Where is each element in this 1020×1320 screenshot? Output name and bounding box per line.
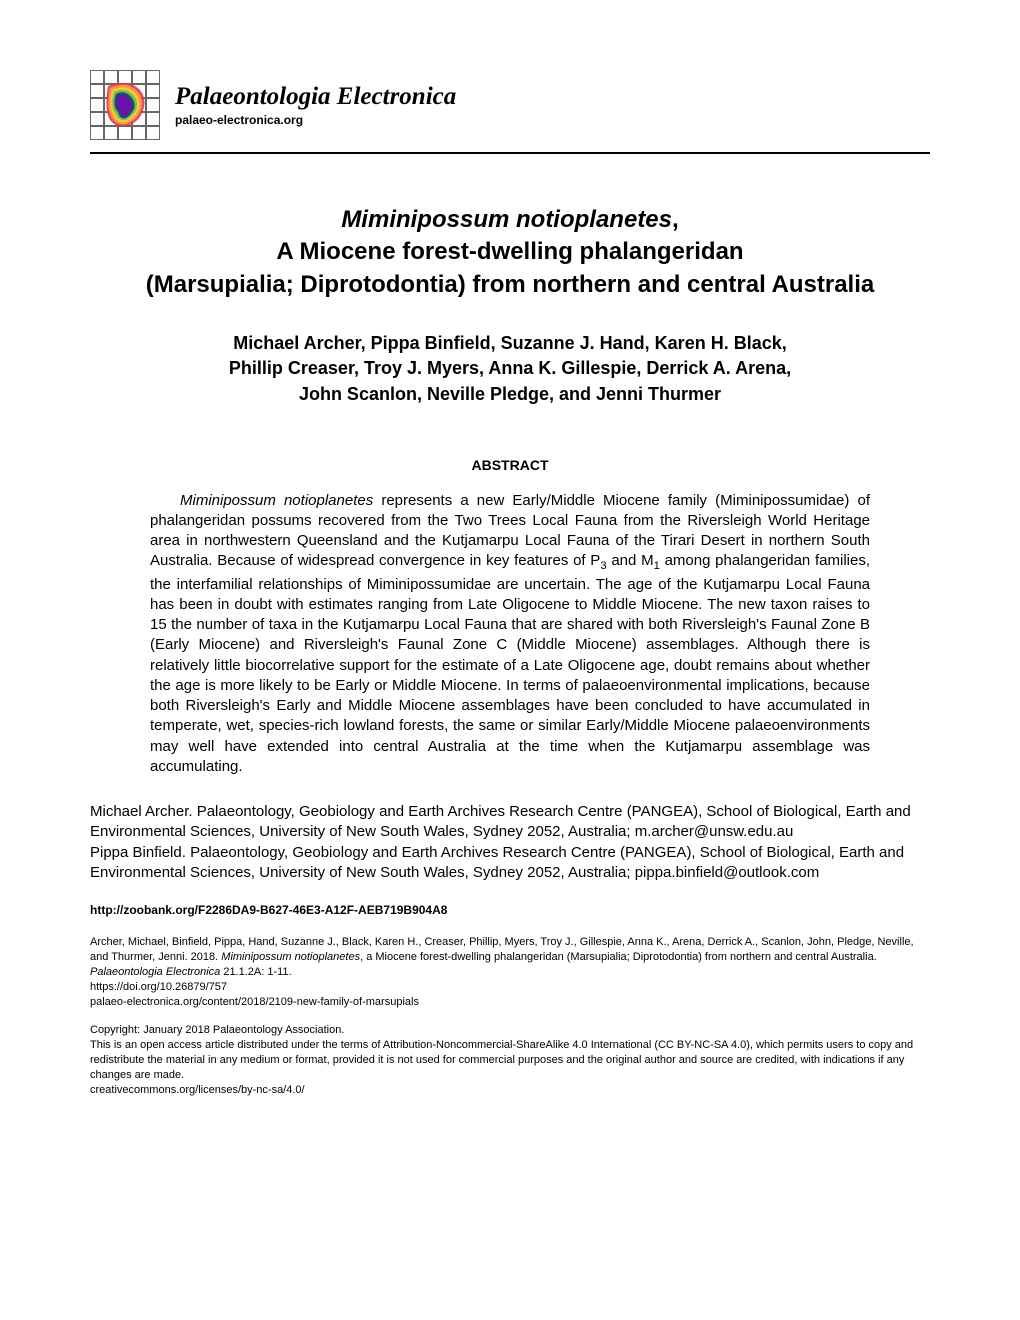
- copyright-line1: Copyright: January 2018 Palaeontology As…: [90, 1024, 344, 1036]
- citation-doi: https://doi.org/10.26879/757: [90, 981, 227, 993]
- citation-title-italic: Miminipossum notioplanetes: [221, 951, 360, 963]
- affiliation-1: Michael Archer. Palaeontology, Geobiolog…: [90, 802, 930, 843]
- title-species: Miminipossum notioplanetes: [341, 206, 672, 233]
- journal-info: Palaeontologia Electronica palaeo-electr…: [175, 83, 456, 127]
- copyright-line3: creativecommons.org/licenses/by-nc-sa/4.…: [90, 1084, 305, 1096]
- journal-title: Palaeontologia Electronica: [175, 83, 456, 111]
- citation-journal-rest: 21.1.2A: 1-11.: [220, 966, 291, 978]
- abstract-text-3: among phalangeridan families, the interf…: [150, 552, 870, 774]
- header: Palaeontologia Electronica palaeo-electr…: [90, 70, 930, 140]
- citation: Archer, Michael, Binfield, Pippa, Hand, …: [90, 935, 930, 1009]
- citation-url: palaeo-electronica.org/content/2018/2109…: [90, 996, 419, 1008]
- affiliation-2: Pippa Binfield. Palaeontology, Geobiolog…: [90, 843, 930, 884]
- copyright: Copyright: January 2018 Palaeontology As…: [90, 1023, 930, 1097]
- abstract-species: Miminipossum notioplanetes: [180, 492, 373, 509]
- header-divider: [90, 152, 930, 154]
- copyright-line2: This is an open access article distribut…: [90, 1039, 913, 1081]
- zoobank-url: http://zoobank.org/F2286DA9-B627-46E3-A1…: [90, 903, 930, 917]
- article-title: Miminipossum notioplanetes, A Miocene fo…: [90, 204, 930, 301]
- logo-profile-icon: [98, 78, 152, 132]
- journal-logo: [90, 70, 160, 140]
- abstract-text-2: and M: [607, 552, 654, 569]
- abstract-heading: ABSTRACT: [90, 457, 930, 473]
- affiliations: Michael Archer. Palaeontology, Geobiolog…: [90, 802, 930, 883]
- citation-journal-italic: Palaeontologia Electronica: [90, 966, 220, 978]
- abstract-body: Miminipossum notioplanetes represents a …: [150, 491, 870, 777]
- authors: Michael Archer, Pippa Binfield, Suzanne …: [90, 331, 930, 407]
- citation-title-rest: , a Miocene forest-dwelling phalangerida…: [360, 951, 877, 963]
- journal-url: palaeo-electronica.org: [175, 113, 456, 127]
